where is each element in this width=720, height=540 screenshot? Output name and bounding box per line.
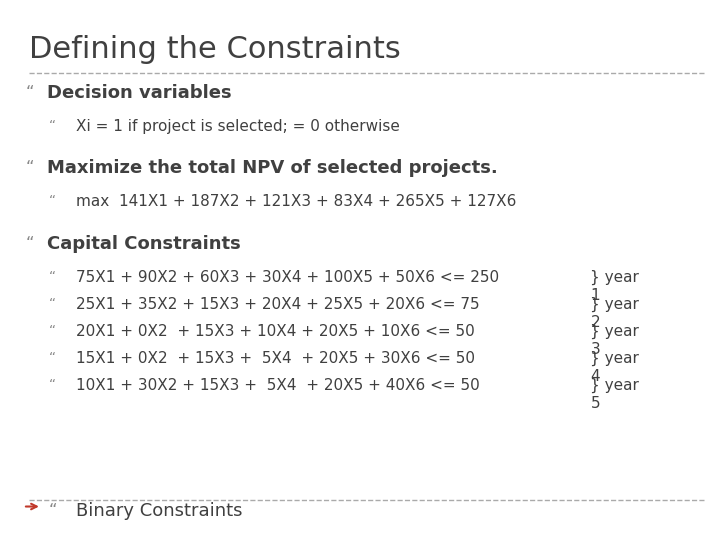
Text: 10X1 + 30X2 + 15X3 +  5X4  + 20X5 + 40X6 <= 50: 10X1 + 30X2 + 15X3 + 5X4 + 20X5 + 40X6 <…	[76, 378, 480, 393]
Text: “: “	[49, 324, 56, 338]
Text: Defining the Constraints: Defining the Constraints	[29, 35, 400, 64]
Text: Binary Constraints: Binary Constraints	[76, 502, 242, 520]
Text: “: “	[49, 270, 56, 284]
Text: “: “	[25, 159, 34, 177]
Text: Xi = 1 if project is selected; = 0 otherwise: Xi = 1 if project is selected; = 0 other…	[76, 119, 400, 134]
Text: } year
2: } year 2	[590, 297, 639, 329]
Text: 25X1 + 35X2 + 15X3 + 20X4 + 25X5 + 20X6 <= 75: 25X1 + 35X2 + 15X3 + 20X4 + 25X5 + 20X6 …	[76, 297, 480, 312]
Text: “: “	[49, 351, 56, 365]
Text: “: “	[49, 194, 56, 208]
Text: “: “	[49, 119, 56, 133]
Text: “: “	[25, 84, 34, 102]
Text: 15X1 + 0X2  + 15X3 +  5X4  + 20X5 + 30X6 <= 50: 15X1 + 0X2 + 15X3 + 5X4 + 20X5 + 30X6 <=…	[76, 351, 474, 366]
Text: } year
1: } year 1	[590, 270, 639, 302]
Text: max  141X1 + 187X2 + 121X3 + 83X4 + 265X5 + 127X6: max 141X1 + 187X2 + 121X3 + 83X4 + 265X5…	[76, 194, 516, 210]
Text: } year
4: } year 4	[590, 351, 639, 383]
Text: “: “	[25, 235, 34, 253]
Text: “: “	[49, 502, 58, 520]
Text: “: “	[49, 378, 56, 392]
Text: Maximize the total NPV of selected projects.: Maximize the total NPV of selected proje…	[47, 159, 498, 177]
Text: “: “	[49, 297, 56, 311]
Text: } year
5: } year 5	[590, 378, 639, 410]
Text: 20X1 + 0X2  + 15X3 + 10X4 + 20X5 + 10X6 <= 50: 20X1 + 0X2 + 15X3 + 10X4 + 20X5 + 10X6 <…	[76, 324, 474, 339]
Text: } year
3: } year 3	[590, 324, 639, 356]
Text: 75X1 + 90X2 + 60X3 + 30X4 + 100X5 + 50X6 <= 250: 75X1 + 90X2 + 60X3 + 30X4 + 100X5 + 50X6…	[76, 270, 499, 285]
Text: Decision variables: Decision variables	[47, 84, 231, 102]
Text: Capital Constraints: Capital Constraints	[47, 235, 240, 253]
